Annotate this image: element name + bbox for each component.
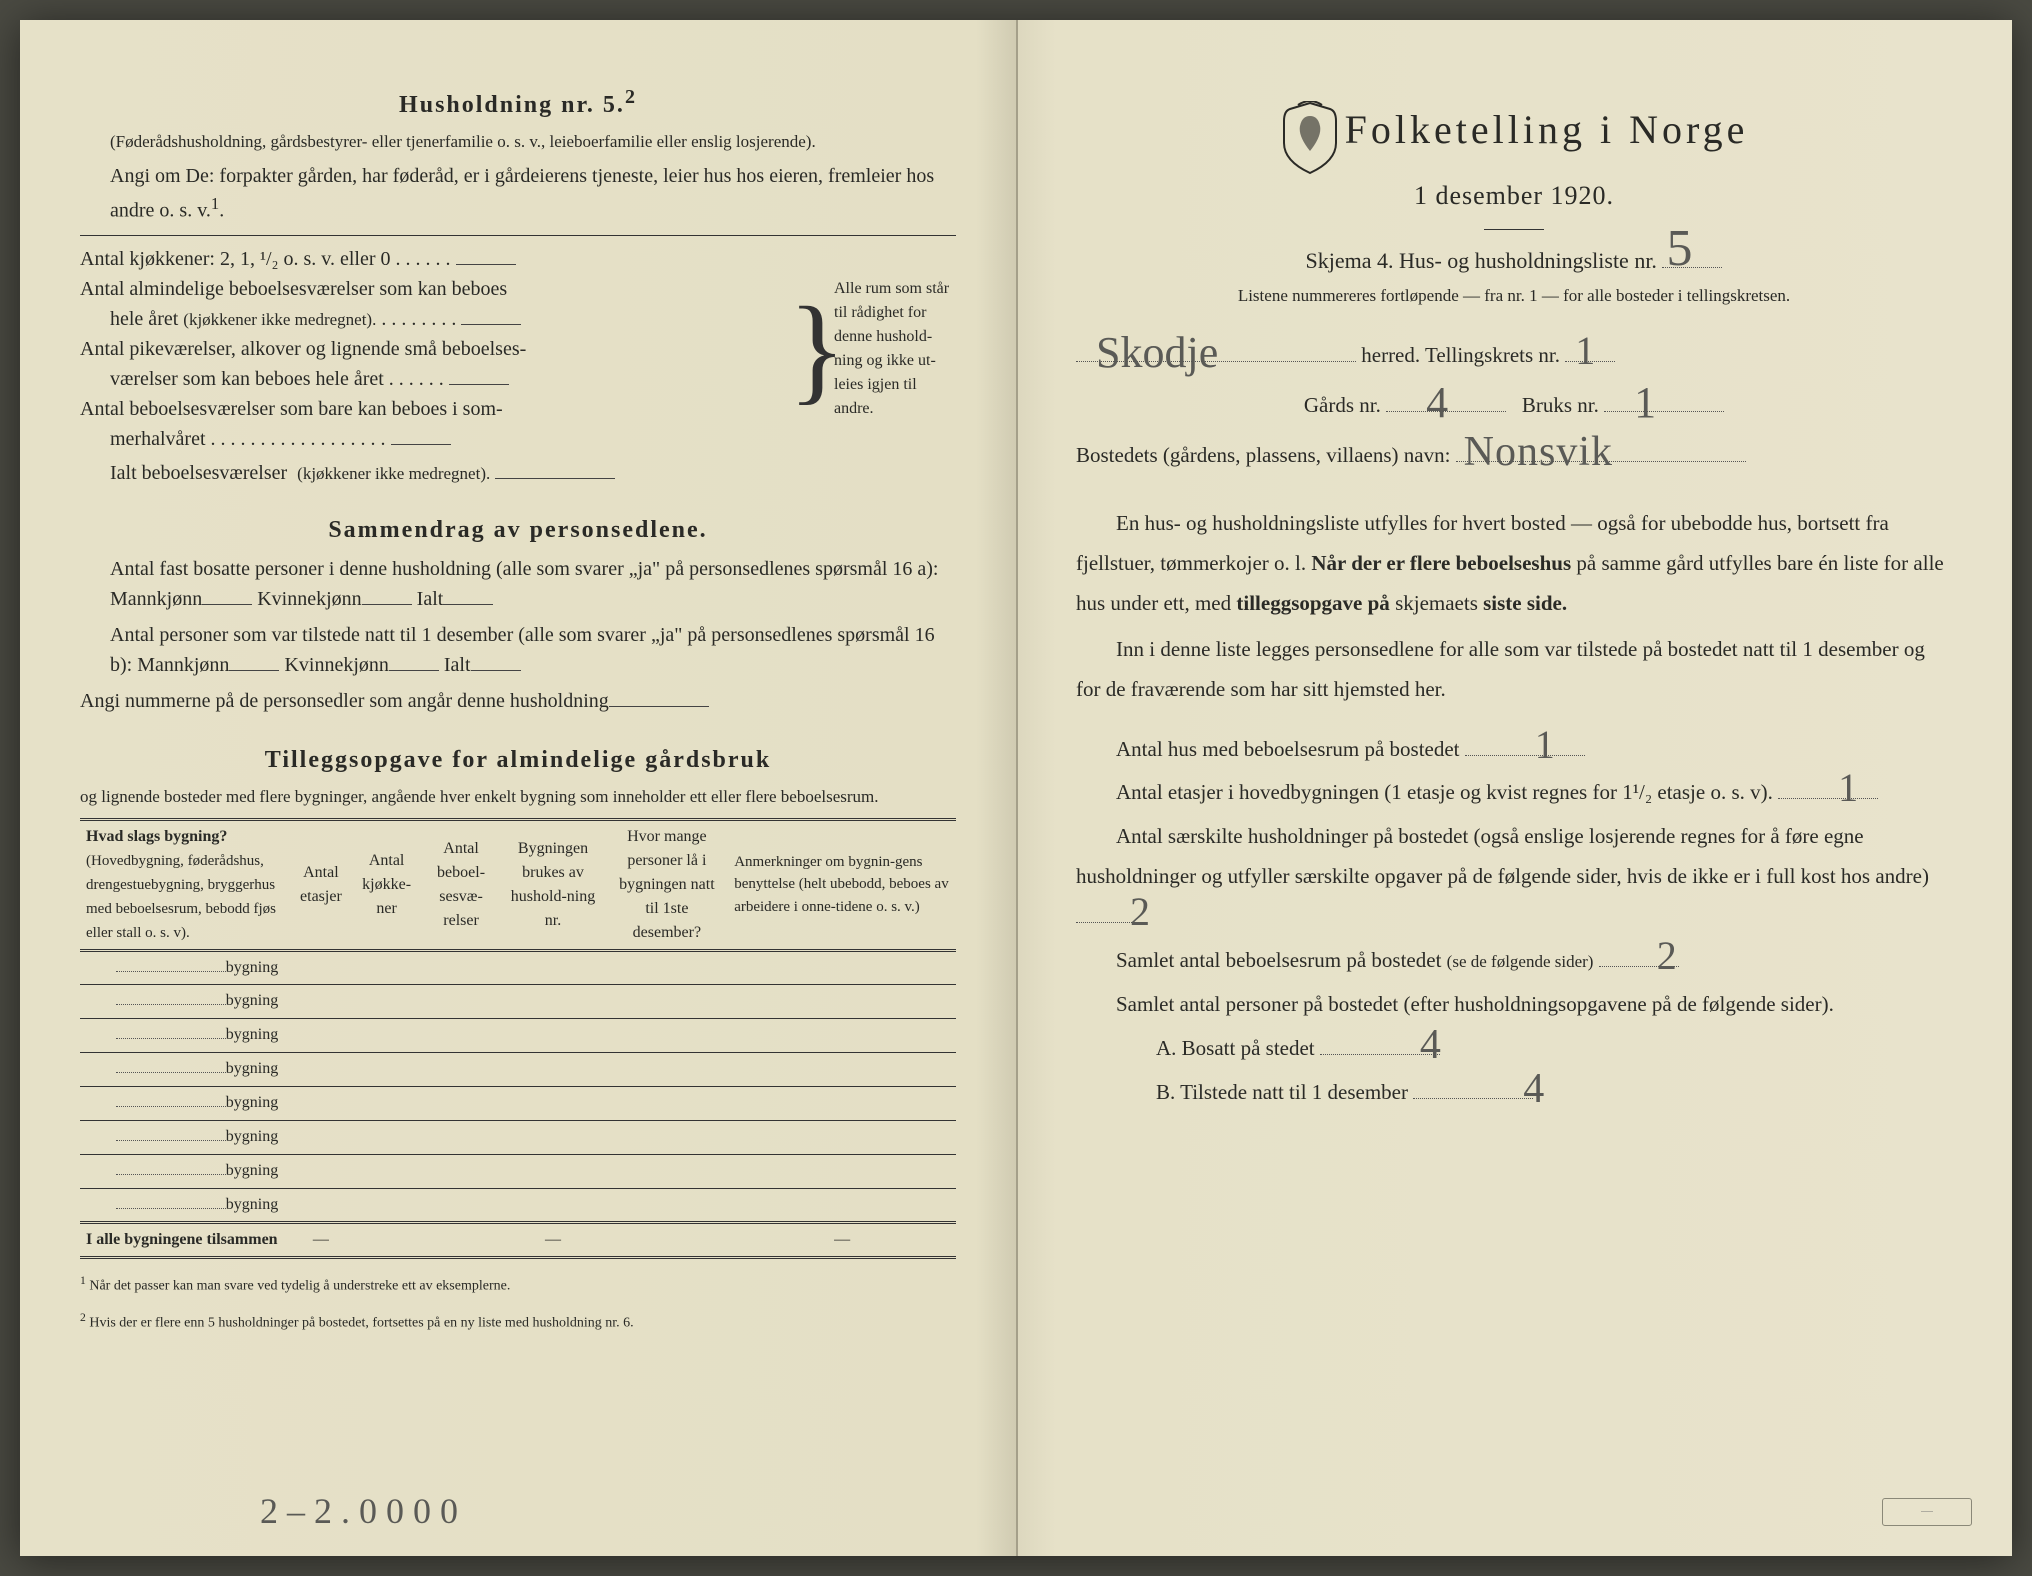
q4-line: Samlet antal beboelsesrum på bostedet (s… — [1076, 941, 1952, 981]
household5-paren: (Føderådshusholdning, gårdsbestyrer- ell… — [80, 129, 956, 155]
qB-line: B. Tilstede natt til 1 desember 4 — [1076, 1073, 1952, 1113]
rooms-line-2b: værelser som kan beboes hele året . . . … — [80, 364, 808, 394]
hw-q3: 2 — [1090, 874, 1150, 950]
rooms-line-2: Antal pikeværelser, alkover og lignende … — [80, 334, 808, 364]
summary-line-2: Antal personer som var tilstede natt til… — [80, 620, 956, 680]
hw-q2: 1 — [1798, 750, 1858, 826]
table-total-row: I alle bygningene tilsammen ——— — [80, 1222, 956, 1257]
hw-bruks-nr: 1 — [1634, 361, 1656, 445]
hw-q4: 2 — [1617, 918, 1677, 994]
hw-krets-nr: 1 — [1575, 313, 1595, 389]
q3-line: Antal særskilte husholdninger på bostede… — [1076, 817, 1952, 937]
main-title: Folketelling i Norge — [1345, 107, 1749, 152]
footnote-ref-1: 1 — [211, 194, 219, 213]
table-row: bygning — [80, 1018, 956, 1052]
table-row: bygning — [80, 950, 956, 984]
hw-gards-nr: 4 — [1426, 361, 1448, 445]
th-persons: Hvor mange personer lå i bygningen natt … — [606, 819, 729, 950]
brace-note: Alle rum som står til rådighet for denne… — [826, 244, 956, 454]
title-block: Folketelling i Norge 1 desember 1920. — [1076, 100, 1952, 230]
document-spread: Husholdning nr. 5.2 (Føderådshusholdning… — [20, 20, 2012, 1556]
th-remarks: Anmerkninger om bygnin-gens benyttelse (… — [728, 819, 956, 950]
household5-angi: Angi om De: forpakter gården, har føderå… — [80, 161, 956, 226]
para-2: Inn i denne liste legges personsedlene f… — [1076, 630, 1952, 710]
printer-stamp: ⎯⎯⎯ — [1882, 1498, 1972, 1526]
footnote-2: 2 Hvis der er flere enn 5 husholdninger … — [80, 1310, 956, 1333]
table-row: bygning — [80, 1188, 956, 1222]
summary-line-3: Angi nummerne på de personsedler som ang… — [80, 686, 956, 716]
th-rooms: Antal beboel-sesvæ-relser — [422, 819, 501, 950]
left-page: Husholdning nr. 5.2 (Føderådshusholdning… — [20, 20, 1016, 1556]
rooms-line-3: Antal beboelsesværelser som bare kan beb… — [80, 394, 808, 424]
household5-title: Husholdning nr. 5.2 — [80, 82, 956, 123]
table-row: bygning — [80, 1154, 956, 1188]
divider — [80, 235, 956, 236]
th-building-type: Hvad slags bygning? (Hovedbygning, føder… — [80, 819, 290, 950]
brace-icon: } — [808, 244, 826, 454]
coat-of-arms-icon — [1280, 101, 1340, 176]
handwriting-bottom: 2 – 2 . 0 0 0 0 — [260, 1484, 458, 1538]
hw-herred: Skodje — [1096, 311, 1218, 395]
hw-qB: 4 — [1443, 1050, 1544, 1130]
footnote-1: 1 Når det passer kan man svare ved tydel… — [80, 1273, 956, 1296]
rooms-line-1: Antal almindelige beboelsesværelser som … — [80, 274, 808, 304]
summary-title: Sammendrag av personsedlene. — [80, 512, 956, 548]
summary-line-1: Antal fast bosatte personer i denne hush… — [80, 554, 956, 614]
tillegg-title: Tilleggsopgave for almindelige gårdsbruk — [80, 742, 956, 778]
page-fold — [1016, 20, 1018, 1556]
rooms-block: Antal kjøkkener: 2, 1, ¹/₂ o. s. v. elle… — [80, 244, 956, 454]
hw-qA: 4 — [1340, 1006, 1441, 1086]
table-row: bygning — [80, 1120, 956, 1154]
bostedets-line: Bostedets (gårdens, plassens, villaens) … — [1076, 436, 1952, 476]
kitchens-line: Antal kjøkkener: 2, 1, ¹/₂ o. s. v. elle… — [80, 244, 808, 274]
table-row: bygning — [80, 1086, 956, 1120]
th-floors: Antal etasjer — [290, 819, 351, 950]
rooms-line-3b: merhalvåret . . . . . . . . . . . . . . … — [80, 424, 808, 454]
para-1: En hus- og husholdningsliste utfylles fo… — [1076, 504, 1952, 624]
tillegg-sub: og lignende bosteder med flere bygninger… — [80, 784, 956, 810]
q5-line: Samlet antal personer på bostedet (efter… — [1076, 985, 1952, 1025]
right-page: Folketelling i Norge 1 desember 1920. Sk… — [1016, 20, 2012, 1556]
hw-q1: 1 — [1495, 707, 1555, 783]
table-row: bygning — [80, 984, 956, 1018]
hw-liste-nr: 5 — [1666, 210, 1692, 288]
rooms-line-1b: hele året (kjøkkener ikke medregnet). . … — [80, 304, 808, 334]
hw-sted-navn: Nonsvik — [1464, 413, 1613, 493]
footnote-ref-2: 2 — [625, 86, 637, 108]
schema-line: Skjema 4. Hus- og husholdningsliste nr. … — [1076, 244, 1952, 277]
sub-title: 1 desember 1920. — [1076, 176, 1952, 215]
listene-line: Listene nummereres fortløpende — fra nr.… — [1076, 283, 1952, 309]
table-row: bygning — [80, 1052, 956, 1086]
farm-table: Hvad slags bygning? (Hovedbygning, føder… — [80, 818, 956, 1259]
th-kitchens: Antal kjøkke-ner — [352, 819, 422, 950]
th-used-by: Bygningen brukes av hushold-ning nr. — [500, 819, 605, 950]
ialt-line: Ialt beboelsesværelser (kjøkkener ikke m… — [80, 458, 956, 488]
divider — [1484, 229, 1544, 230]
herred-line: Skodje herred. Tellingskrets nr. 1 — [1076, 336, 1952, 376]
